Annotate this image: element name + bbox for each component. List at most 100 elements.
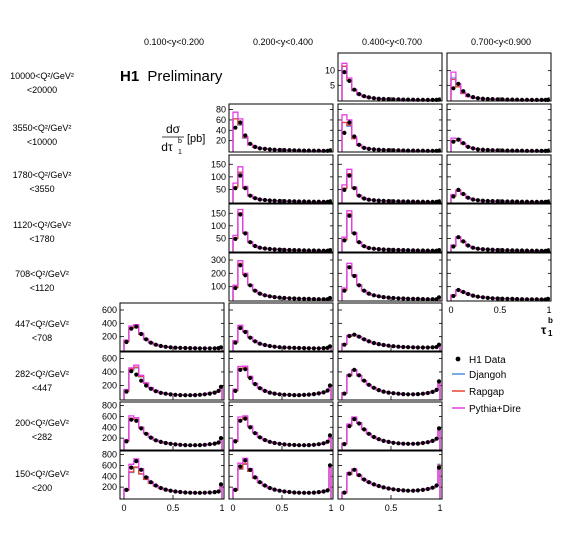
histogram-pythia-dire <box>123 364 223 399</box>
data-point <box>277 247 282 252</box>
data-point <box>471 95 476 100</box>
data-point <box>436 148 442 153</box>
data-point <box>411 441 416 446</box>
data-point <box>292 199 297 204</box>
data-point <box>505 248 510 253</box>
data-point <box>396 391 401 396</box>
data-point <box>282 295 287 301</box>
data-point <box>272 247 277 252</box>
data-point <box>500 148 505 153</box>
row-label-4-bottom: <1780 <box>29 234 54 244</box>
data-point <box>366 291 371 296</box>
x-tick-label: 1 <box>546 305 551 315</box>
row-label-6-bottom: <708 <box>32 333 52 343</box>
data-point <box>197 392 202 397</box>
data-point <box>425 199 430 204</box>
data-point <box>233 186 238 191</box>
data-point <box>253 144 258 149</box>
x-label-sup: b <box>548 316 553 325</box>
data-point <box>153 483 158 488</box>
data-point <box>451 194 456 199</box>
data-point <box>362 288 367 293</box>
data-point <box>168 441 173 446</box>
data-point <box>430 297 435 302</box>
data-point <box>158 439 163 444</box>
data-point <box>287 148 292 153</box>
data-point <box>297 148 302 153</box>
data-point <box>466 93 471 98</box>
data-point <box>500 248 505 253</box>
data-point <box>524 297 530 302</box>
data-point <box>163 391 168 396</box>
data-point <box>233 236 238 241</box>
panel-r3-c4 <box>446 154 552 204</box>
data-point <box>510 296 515 301</box>
data-point <box>183 443 188 448</box>
data-point <box>134 372 139 377</box>
data-point <box>207 490 212 495</box>
data-point <box>238 173 243 178</box>
data-point <box>534 148 539 153</box>
data-point <box>178 345 183 350</box>
data-point <box>524 148 530 153</box>
data-point <box>376 483 381 489</box>
data-point <box>238 367 243 372</box>
data-point <box>342 187 347 192</box>
data-point <box>325 488 330 493</box>
data-point <box>193 393 198 398</box>
data-point <box>178 393 183 398</box>
legend-label-djangoh: Djangoh <box>469 370 506 381</box>
data-point <box>347 373 352 378</box>
y-tick-label: 800 <box>102 450 117 460</box>
histogram-pythia-dire <box>232 365 332 399</box>
data-point <box>436 97 442 102</box>
data-point <box>362 244 367 249</box>
data-point <box>357 334 362 339</box>
data-point <box>466 195 471 200</box>
data-point <box>519 248 525 253</box>
data-point <box>272 487 277 492</box>
data-point <box>500 199 505 204</box>
data-point <box>347 471 352 476</box>
data-point <box>434 483 439 488</box>
data-point <box>386 439 391 444</box>
column-header-4: 0.700<y<0.900 <box>471 37 531 47</box>
histogram-pythia-dire <box>341 416 441 449</box>
data-point <box>534 199 539 204</box>
data-point <box>415 97 420 102</box>
data-point <box>233 487 238 492</box>
data-point <box>272 147 277 152</box>
data-point <box>197 490 202 495</box>
x-tick-label: 1 <box>437 503 442 513</box>
data-point <box>139 331 144 337</box>
data-point <box>202 442 207 447</box>
data-point <box>401 199 406 204</box>
histogram-pythia-dire <box>123 458 223 498</box>
data-point <box>539 248 544 253</box>
column-header-2: 0.200<y<0.400 <box>253 37 313 47</box>
data-point <box>148 340 153 345</box>
data-point <box>529 199 535 204</box>
panel-grid: 5102040608050100150501001501002003002004… <box>102 52 552 513</box>
data-point <box>366 146 371 151</box>
data-point <box>311 297 316 302</box>
data-point <box>495 247 500 253</box>
data-point <box>475 198 480 203</box>
data-point <box>352 134 357 139</box>
data-point <box>510 148 515 153</box>
data-point <box>420 199 425 204</box>
data-point <box>366 95 371 100</box>
data-point <box>311 248 316 253</box>
data-point <box>287 247 292 253</box>
data-point <box>347 78 352 83</box>
panel-r9-c3 <box>337 450 443 500</box>
x-tick-label: 0 <box>121 503 126 513</box>
data-point <box>129 417 134 422</box>
data-point <box>396 97 401 102</box>
data-point <box>415 441 420 446</box>
data-point <box>495 97 500 102</box>
data-point <box>466 243 471 248</box>
data-point <box>306 199 311 204</box>
data-point <box>485 247 490 252</box>
data-point <box>311 392 316 397</box>
